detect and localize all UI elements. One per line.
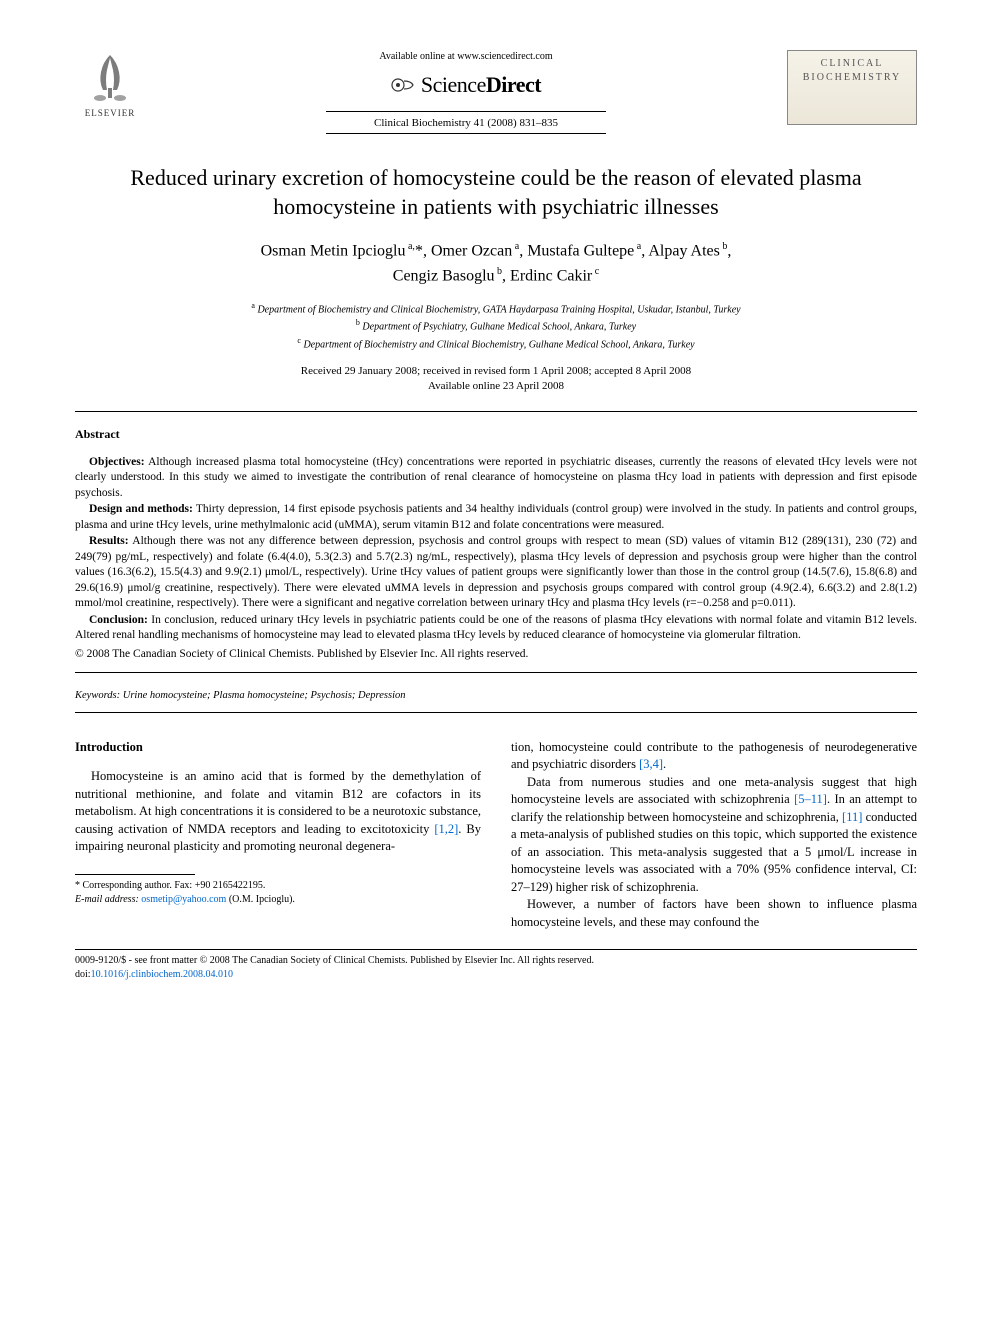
affiliations: a Department of Biochemistry and Clinica… <box>75 300 917 352</box>
corresponding-footnote: * Corresponding author. Fax: +90 2165422… <box>75 879 481 907</box>
abstract-section: Abstract Objectives: Although increased … <box>75 411 917 673</box>
citation-line: Clinical Biochemistry 41 (2008) 831–835 <box>165 116 767 131</box>
sciencedirect-logo: ScienceDirect <box>391 70 541 101</box>
intro-para-1-right: tion, homocysteine could contribute to t… <box>511 739 917 774</box>
intro-text-2b: . <box>663 757 666 771</box>
objectives-label: Objectives: <box>89 456 145 468</box>
elsevier-tree-icon <box>85 50 135 105</box>
affiliation-b-text: Department of Psychiatry, Gulhane Medica… <box>362 322 636 333</box>
footnote-separator <box>75 874 195 875</box>
conclusion-text: In conclusion, reduced urinary tHcy leve… <box>75 614 917 642</box>
left-column: Introduction Homocysteine is an amino ac… <box>75 739 481 932</box>
intro-para-3: However, a number of factors have been s… <box>511 896 917 931</box>
footer-separator <box>75 949 917 950</box>
ref-link-1-2[interactable]: [1,2] <box>434 822 458 836</box>
intro-para-2: Data from numerous studies and one meta-… <box>511 774 917 897</box>
ref-link-3-4[interactable]: [3,4] <box>639 757 663 771</box>
affiliation-a: a Department of Biochemistry and Clinica… <box>75 300 917 317</box>
affiliation-b: b Department of Psychiatry, Gulhane Medi… <box>75 317 917 334</box>
doi-link[interactable]: 10.1016/j.clinbiochem.2008.04.010 <box>91 969 234 980</box>
center-header: Available online at www.sciencedirect.co… <box>145 50 787 134</box>
elsevier-logo: ELSEVIER <box>75 50 145 120</box>
right-column: tion, homocysteine could contribute to t… <box>511 739 917 932</box>
footer-copyright: 0009-9120/$ - see front matter © 2008 Th… <box>75 954 917 968</box>
conclusion-label: Conclusion: <box>89 614 148 626</box>
keywords-label: Keywords: <box>75 690 120 701</box>
affiliation-c: c Department of Biochemistry and Clinica… <box>75 335 917 352</box>
results-text: Although there was not any difference be… <box>75 535 917 609</box>
results-label: Results: <box>89 535 129 547</box>
email-label: E-mail address: <box>75 894 139 905</box>
objectives-text: Although increased plasma total homocyst… <box>75 456 917 499</box>
ref-link-11[interactable]: [11] <box>842 810 862 824</box>
abstract-design: Design and methods: Thirty depression, 1… <box>75 502 917 533</box>
journal-cover-box: CLINICAL BIOCHEMISTRY <box>787 50 917 125</box>
sd-prefix: Science <box>421 72 486 97</box>
journal-name-line2: BIOCHEMISTRY <box>803 71 901 85</box>
body-columns: Introduction Homocysteine is an amino ac… <box>75 739 917 932</box>
ref-link-5-11[interactable]: [5–11] <box>794 792 827 806</box>
abstract-objectives: Objectives: Although increased plasma to… <box>75 455 917 502</box>
sciencedirect-text: ScienceDirect <box>421 70 541 101</box>
abstract-heading: Abstract <box>75 426 917 443</box>
doi-label: doi: <box>75 969 91 980</box>
footer-doi-line: doi:10.1016/j.clinbiochem.2008.04.010 <box>75 968 917 982</box>
footer: 0009-9120/$ - see front matter © 2008 Th… <box>75 954 917 982</box>
authors-list: Osman Metin Ipcioglu a,*, Omer Ozcan a, … <box>75 239 917 288</box>
intro-text-2a: tion, homocysteine could contribute to t… <box>511 740 917 772</box>
abstract-results: Results: Although there was not any diff… <box>75 534 917 612</box>
affiliation-a-text: Department of Biochemistry and Clinical … <box>257 304 740 315</box>
corresponding-line: * Corresponding author. Fax: +90 2165422… <box>75 879 481 893</box>
available-online-line: Available online at www.sciencedirect.co… <box>165 50 767 64</box>
email-suffix: (O.M. Ipcioglu). <box>226 894 295 905</box>
received-date: Received 29 January 2008; received in re… <box>75 364 917 379</box>
abstract-copyright: © 2008 The Canadian Society of Clinical … <box>75 646 917 662</box>
article-title: Reduced urinary excretion of homocystein… <box>75 164 917 221</box>
introduction-heading: Introduction <box>75 739 481 757</box>
abstract-conclusion: Conclusion: In conclusion, reduced urina… <box>75 613 917 644</box>
publisher-label: ELSEVIER <box>85 107 136 120</box>
affiliation-c-text: Department of Biochemistry and Clinical … <box>303 339 694 350</box>
article-dates: Received 29 January 2008; received in re… <box>75 364 917 395</box>
sciencedirect-icon <box>391 72 417 98</box>
keywords-text: Urine homocysteine; Plasma homocysteine;… <box>120 690 405 701</box>
email-line: E-mail address: osmetip@yahoo.com (O.M. … <box>75 893 481 907</box>
sd-suffix: Direct <box>486 72 541 97</box>
design-label: Design and methods: <box>89 503 193 515</box>
available-date: Available online 23 April 2008 <box>75 379 917 394</box>
keywords-row: Keywords: Urine homocysteine; Plasma hom… <box>75 681 917 713</box>
intro-para-1-left: Homocysteine is an amino acid that is fo… <box>75 768 481 856</box>
email-address[interactable]: osmetip@yahoo.com <box>141 894 226 905</box>
intro-text-1a: Homocysteine is an amino acid that is fo… <box>75 769 481 836</box>
journal-name-line1: CLINICAL <box>821 57 884 71</box>
design-text: Thirty depression, 14 first episode psyc… <box>75 503 917 531</box>
header-row: ELSEVIER Available online at www.science… <box>75 50 917 134</box>
